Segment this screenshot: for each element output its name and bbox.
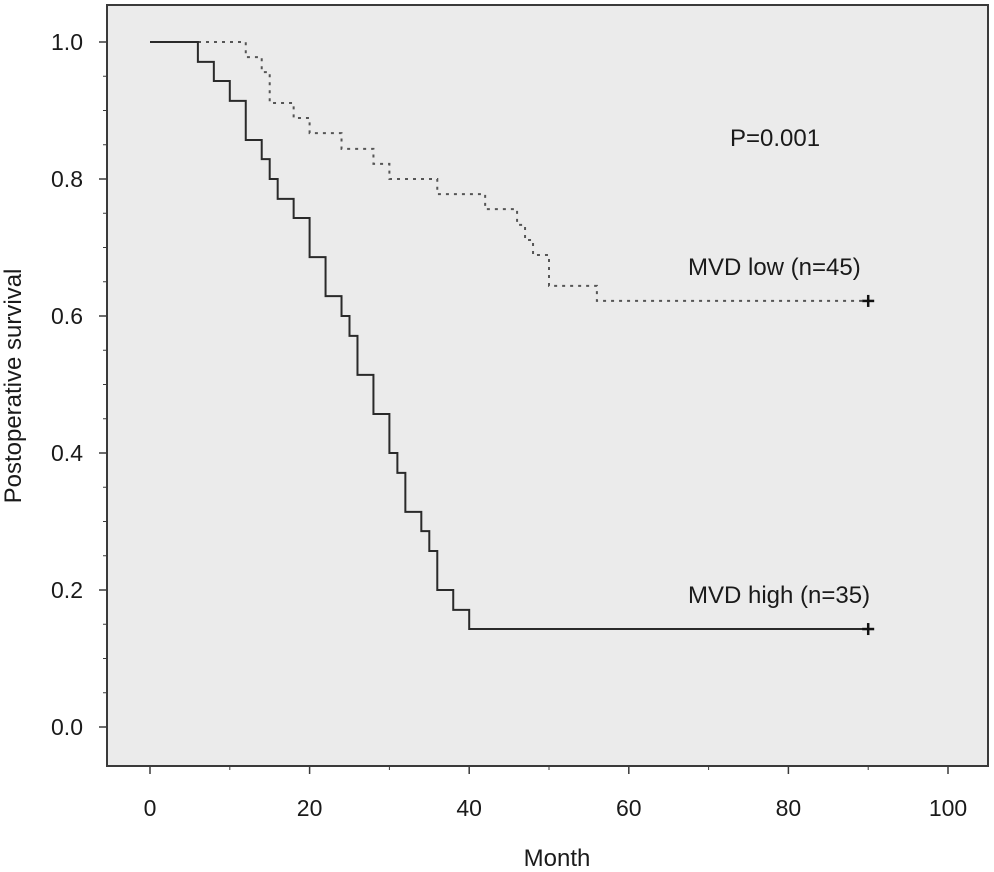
y-tick-label: 0.8	[51, 166, 83, 192]
y-tick-label: 0.2	[51, 577, 83, 603]
x-tick-label: 80	[776, 795, 802, 821]
x-tick-label: 40	[456, 795, 482, 821]
p-value-annotation: P=0.001	[730, 125, 820, 152]
censor-mark	[862, 294, 875, 307]
y-axis-ticks: 0.0 0.2 0.4 0.6 0.8 1.0	[51, 29, 107, 740]
x-tick-label: 60	[616, 795, 642, 821]
y-axis-title: Postoperative survival	[0, 269, 27, 504]
x-axis-title: Month	[524, 845, 591, 872]
censor-mark	[862, 623, 875, 636]
mvd-high-label: MVD high (n=35)	[688, 582, 870, 609]
x-tick-label: 100	[929, 795, 967, 821]
y-tick-label: 0.4	[51, 440, 83, 466]
x-axis-ticks: 0 20 40 60 80 100	[144, 766, 967, 821]
x-tick-label: 20	[297, 795, 323, 821]
series-layer	[150, 41, 875, 636]
y-tick-label: 1.0	[51, 29, 83, 55]
mvd-low-curve	[150, 41, 869, 302]
y-tick-label: 0.0	[51, 714, 83, 740]
mvd-high-curve	[150, 41, 869, 631]
y-tick-label: 0.6	[51, 303, 83, 329]
plot-area	[106, 4, 989, 767]
labels-layer: MVD low (n=45) MVD high (n=35)	[688, 254, 870, 609]
x-tick-label: 0	[144, 795, 157, 821]
mvd-low-label: MVD low (n=45)	[688, 254, 861, 281]
